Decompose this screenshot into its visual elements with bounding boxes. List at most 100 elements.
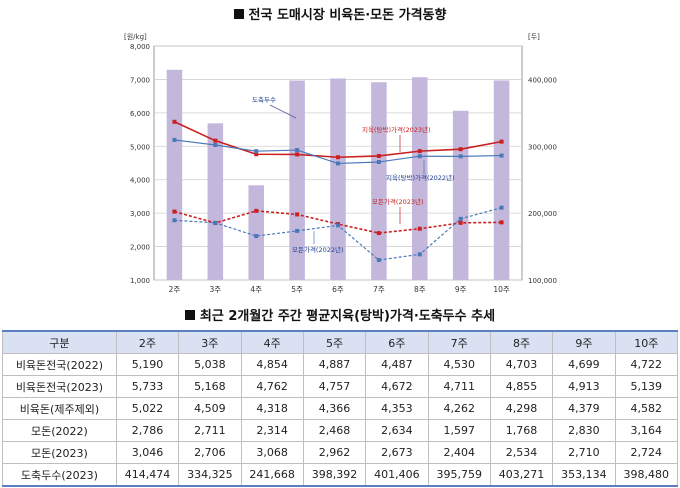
series-point <box>458 147 463 152</box>
series-point <box>172 218 177 223</box>
table-cell: 2,830 <box>552 419 616 442</box>
series-point <box>458 220 463 225</box>
table-row-label: 도축두수(2023) <box>2 463 117 487</box>
table-cell: 2,404 <box>427 441 491 464</box>
series-point <box>458 154 463 159</box>
table-cell: 403,271 <box>489 463 554 487</box>
table-header-week: 10주 <box>614 330 679 354</box>
annotation-label: 지육(탕박)가격(2023년) <box>362 125 431 134</box>
annotation-label: 지육(탕박)가격(2022년) <box>386 173 455 182</box>
series-point <box>417 154 422 159</box>
table-cell: 4,757 <box>302 375 367 398</box>
bar-slaughter-count <box>371 82 387 281</box>
x-tick-label: 8주 <box>414 285 426 294</box>
table-cell: 2,706 <box>178 441 242 464</box>
table-cell: 4,530 <box>427 353 491 376</box>
table-cell: 3,046 <box>115 441 180 464</box>
table-cell: 4,487 <box>365 353 429 376</box>
table-row-label: 비육돈전국(2022) <box>2 353 117 376</box>
series-point <box>254 208 259 213</box>
table-header-week: 2주 <box>115 330 180 354</box>
table-header-week: 3주 <box>178 330 242 354</box>
series-point <box>213 138 218 143</box>
series-point <box>172 119 177 124</box>
table-cell: 4,762 <box>240 375 304 398</box>
table-header-week: 9주 <box>552 330 616 354</box>
annotation-label: 모돈가격(2023년) <box>372 197 424 206</box>
table-cell: 5,190 <box>115 353 180 376</box>
chart-title: 전국 도매시장 비육돈·모돈 가격동향 <box>248 8 447 23</box>
table-row-label: 비육돈전국(2023) <box>2 375 117 398</box>
table-cell: 4,298 <box>489 397 554 420</box>
x-tick-label: 7주 <box>373 285 385 294</box>
y-left-tick-label: 7,000 <box>130 76 150 84</box>
table-cell: 2,962 <box>302 441 367 464</box>
table-heading: 최근 2개월간 주간 평균지육(탕박)가격·도축두수 추세 <box>0 305 680 324</box>
table-row-label: 모돈(2023) <box>2 441 117 464</box>
series-point <box>172 137 177 142</box>
y-left-tick-label: 2,000 <box>130 244 150 252</box>
weekly-price-table: 구분 2주 3주 4주 5주 6주 7주 8주 9주 10주 비육돈전국(2022) 5,190 5,… <box>2 330 679 487</box>
table-cell: 4,262 <box>427 397 491 420</box>
table-cell: 353,134 <box>552 463 616 487</box>
table-cell: 2,724 <box>614 441 679 464</box>
table-cell: 395,759 <box>427 463 491 487</box>
series-point <box>336 223 340 228</box>
table-cell: 1,597 <box>427 419 491 442</box>
bar-slaughter-count <box>289 80 305 280</box>
annotation-pointer <box>269 104 297 119</box>
series-point <box>499 153 504 158</box>
table-cell: 2,673 <box>365 441 429 464</box>
chart-heading: 전국 도매시장 비육돈·모돈 가격동향 <box>0 4 680 23</box>
series-line <box>174 210 502 234</box>
series-point <box>213 220 218 225</box>
table-cell: 2,534 <box>489 441 554 464</box>
bar-slaughter-count <box>452 110 469 280</box>
x-tick-label: 9주 <box>455 285 467 294</box>
series-point <box>417 149 422 154</box>
y-left-tick-label: 1,000 <box>130 277 150 285</box>
series-point <box>499 220 504 225</box>
y-left-tick-label: 4,000 <box>130 177 150 185</box>
table-row: 모돈(2022) 2,786 2,711 2,314 2,468 2,634 1,597 1,… <box>2 419 679 442</box>
series-point <box>376 258 381 263</box>
x-tick-label: 10주 <box>493 285 510 294</box>
series-point <box>376 153 381 158</box>
y-left-tick-label: 3,000 <box>130 210 150 218</box>
table-header-week: 4주 <box>240 330 304 354</box>
table-cell: 4,887 <box>302 353 367 376</box>
table-cell: 414,474 <box>115 463 180 487</box>
x-tick-label: 2주 <box>169 285 181 294</box>
series-point <box>213 143 218 148</box>
annotation-label: 도축두수 <box>252 95 276 104</box>
table-cell: 5,139 <box>614 375 679 398</box>
table-cell: 4,509 <box>178 397 242 420</box>
table-cell: 4,582 <box>614 397 679 420</box>
table-cell: 4,854 <box>240 353 304 376</box>
series-point <box>499 205 504 210</box>
x-tick-label: 3주 <box>209 285 221 294</box>
series-point <box>254 152 259 157</box>
y-right-tick-label: 100,000 <box>528 277 557 285</box>
table-cell: 2,710 <box>552 441 616 464</box>
table-cell: 5,733 <box>115 375 180 398</box>
table-cell: 5,168 <box>178 375 242 398</box>
table-cell: 2,786 <box>115 419 180 442</box>
y-left-unit: [원/kg] <box>124 32 147 41</box>
table-cell: 4,703 <box>489 353 554 376</box>
table-header-row: 구분 2주 3주 4주 5주 6주 7주 8주 9주 10주 <box>2 330 679 354</box>
table-cell: 4,672 <box>365 375 429 398</box>
y-left-tick-label: 8,000 <box>130 43 150 51</box>
series-point <box>336 161 340 166</box>
series-point <box>458 216 463 221</box>
table-header-week: 8주 <box>489 330 554 354</box>
table-cell: 4,318 <box>240 397 304 420</box>
y-right-tick-label: 300,000 <box>528 143 557 151</box>
table-cell: 1,768 <box>489 419 554 442</box>
series-point <box>295 228 300 233</box>
series-point <box>499 139 504 144</box>
table-cell: 5,022 <box>115 397 180 420</box>
table-cell: 4,699 <box>552 353 616 376</box>
series-point <box>417 226 422 231</box>
bar-slaughter-count <box>166 69 183 280</box>
